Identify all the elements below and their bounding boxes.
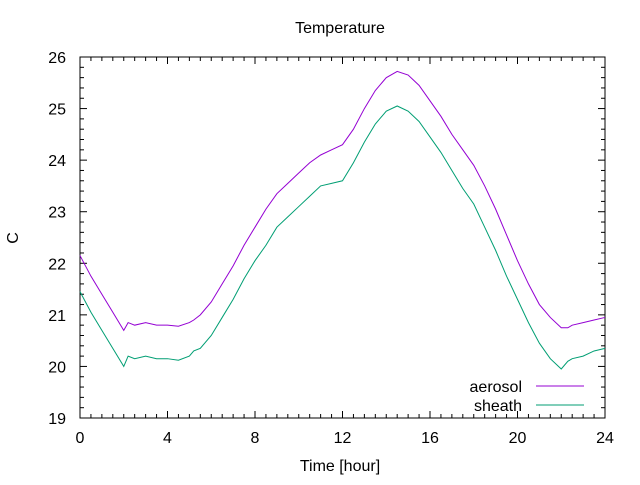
x-tick-label: 24 — [596, 430, 614, 447]
y-tick-label: 25 — [48, 102, 66, 119]
x-tick-label: 12 — [334, 430, 352, 447]
legend-label-aerosol: aerosol — [470, 379, 522, 396]
legend-label-sheath: sheath — [474, 398, 522, 415]
y-axis-label: C — [5, 232, 22, 244]
x-tick-label: 4 — [163, 430, 172, 447]
x-tick-label: 8 — [251, 430, 260, 447]
series-layer — [79, 70, 606, 370]
y-tick-label: 26 — [48, 50, 66, 67]
ticks-layer: 0 4 8 12 16 20 24 19 20 21 22 23 24 25 26 — [48, 50, 614, 447]
y-tick-label: 20 — [48, 359, 66, 376]
chart-title: Temperature — [295, 20, 385, 37]
x-tick-label: 16 — [421, 430, 439, 447]
series-line-sheath — [79, 105, 606, 370]
y-tick-label: 23 — [48, 205, 66, 222]
y-tick-label: 22 — [48, 256, 66, 273]
series-line-aerosol — [79, 70, 606, 332]
legend: aerosol sheath — [470, 379, 584, 415]
y-tick-label: 24 — [48, 153, 66, 170]
x-axis-label: Time [hour] — [300, 458, 380, 475]
x-tick-label: 20 — [509, 430, 527, 447]
y-tick-label: 19 — [48, 411, 66, 428]
y-tick-label: 21 — [48, 308, 66, 325]
plot-frame — [79, 56, 606, 419]
x-tick-label: 0 — [76, 430, 85, 447]
